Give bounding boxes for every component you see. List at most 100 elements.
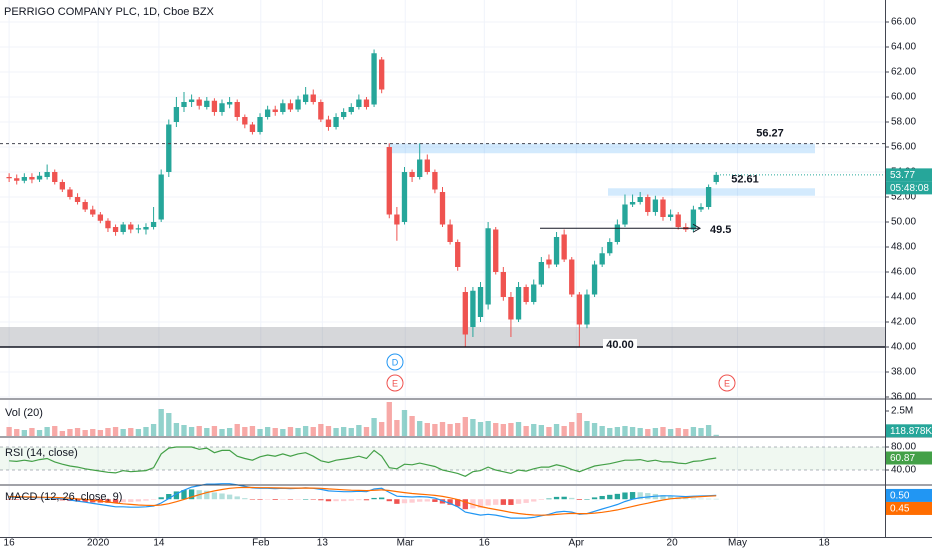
macd-histogram-bar xyxy=(242,498,248,500)
volume-bar xyxy=(538,425,545,436)
volume-bar xyxy=(652,428,659,436)
volume-bar xyxy=(622,426,628,436)
event-label: D xyxy=(392,357,399,367)
candle-body xyxy=(690,209,697,230)
volume-bar xyxy=(249,426,256,436)
macd-histogram-bar xyxy=(150,499,157,500)
volume-bar xyxy=(6,427,12,436)
volume-bar xyxy=(158,409,164,436)
macd-histogram-bar xyxy=(394,499,400,504)
macd-histogram-bar xyxy=(477,499,484,508)
candle-body xyxy=(622,204,628,225)
volume-bar xyxy=(683,429,689,436)
volume-bar xyxy=(698,428,704,436)
volume-bar xyxy=(340,427,347,436)
marks xyxy=(6,49,719,519)
macd-histogram-bar xyxy=(485,499,491,506)
y-tick-label: 62.00 xyxy=(891,67,916,78)
macd-histogram-bar xyxy=(36,499,43,500)
volume-bar xyxy=(287,427,294,436)
volume-bar xyxy=(386,402,392,436)
chart-title: PERRIGO COMPANY PLC, 1D, Cboe BZX xyxy=(4,6,215,18)
candle-body xyxy=(52,172,58,182)
candle-body xyxy=(173,107,180,122)
macd-last-label: 0.50 xyxy=(890,491,910,502)
candle-body xyxy=(713,174,719,182)
y-tick-label: 64.00 xyxy=(891,42,916,53)
countdown-label-bg xyxy=(886,181,932,195)
macd-histogram-bar xyxy=(14,499,20,500)
candle-body xyxy=(90,209,96,215)
candle-body xyxy=(143,227,149,230)
volume-bar xyxy=(280,429,286,436)
macd-histogram-bar xyxy=(143,499,149,501)
candle-body xyxy=(272,109,278,112)
macd-histogram-bar xyxy=(105,499,111,503)
candle-body xyxy=(21,177,27,181)
y-tick-label: 40.00 xyxy=(891,465,916,476)
event-marker xyxy=(718,374,736,392)
candle-body xyxy=(44,172,50,177)
volume-bar xyxy=(500,424,506,436)
macd-histogram-bar xyxy=(607,494,613,500)
x-tick-label: Feb xyxy=(252,538,270,549)
level-label-bg xyxy=(603,339,637,351)
volume-bar xyxy=(439,422,446,436)
candle-body xyxy=(493,229,499,272)
macd-histogram-bar xyxy=(683,498,689,500)
volume-bar xyxy=(569,422,575,436)
volume-bar xyxy=(310,427,316,436)
candle-body xyxy=(112,227,119,232)
x-tick-label: 18 xyxy=(819,538,831,549)
volume-bar xyxy=(455,423,461,436)
candle-body xyxy=(569,259,575,295)
candle-body xyxy=(599,253,605,265)
volume-bar xyxy=(82,430,88,436)
volume-bar xyxy=(675,428,681,436)
volume-bar xyxy=(424,423,430,436)
candle-body xyxy=(439,192,446,225)
y-tick-label: 58.00 xyxy=(891,117,916,128)
candle-body xyxy=(36,175,43,180)
y-tick-label: 2.5M xyxy=(891,406,913,417)
volume-bar xyxy=(356,425,362,436)
candle-body xyxy=(14,178,20,181)
volume-bar xyxy=(485,421,491,436)
macd-histogram-bar xyxy=(660,495,666,500)
volume-bar xyxy=(97,430,104,436)
y-tick-label: 66.00 xyxy=(891,17,916,28)
event-label: E xyxy=(392,378,398,388)
event-marker xyxy=(386,353,404,371)
macd-histogram-bar xyxy=(234,496,240,500)
candle-body xyxy=(477,287,484,317)
candle-body xyxy=(546,259,552,265)
macd-histogram-bar xyxy=(561,496,567,500)
candle-body xyxy=(67,189,73,197)
candle-body xyxy=(242,117,248,125)
macd-histogram-bar xyxy=(629,492,636,500)
volume-bar xyxy=(599,426,605,436)
candle-body xyxy=(576,294,583,325)
candle-body xyxy=(409,172,415,177)
volume-bar xyxy=(120,429,126,436)
candle-body xyxy=(264,109,271,117)
macd-histogram-bar xyxy=(371,497,377,500)
macd-histogram-bar xyxy=(379,497,385,500)
x-tick-label: 20 xyxy=(667,538,679,549)
macd-histogram-bar xyxy=(546,498,552,500)
macd-histogram-bar xyxy=(690,498,697,500)
volume-bar xyxy=(150,424,157,436)
macd-histogram-bar xyxy=(386,499,392,502)
last-price-label: 53.77 xyxy=(890,170,915,181)
macd-histogram-bar xyxy=(29,499,35,500)
pane-title: MACD (12, 26, close, 9) xyxy=(5,491,122,503)
candle-body xyxy=(82,202,88,210)
candle-body xyxy=(538,262,545,285)
candle-body xyxy=(318,102,324,120)
volume-bar xyxy=(394,420,400,436)
volume-bar xyxy=(591,423,598,436)
x-tick-label: 13 xyxy=(317,538,329,549)
volume-bar xyxy=(713,434,719,436)
